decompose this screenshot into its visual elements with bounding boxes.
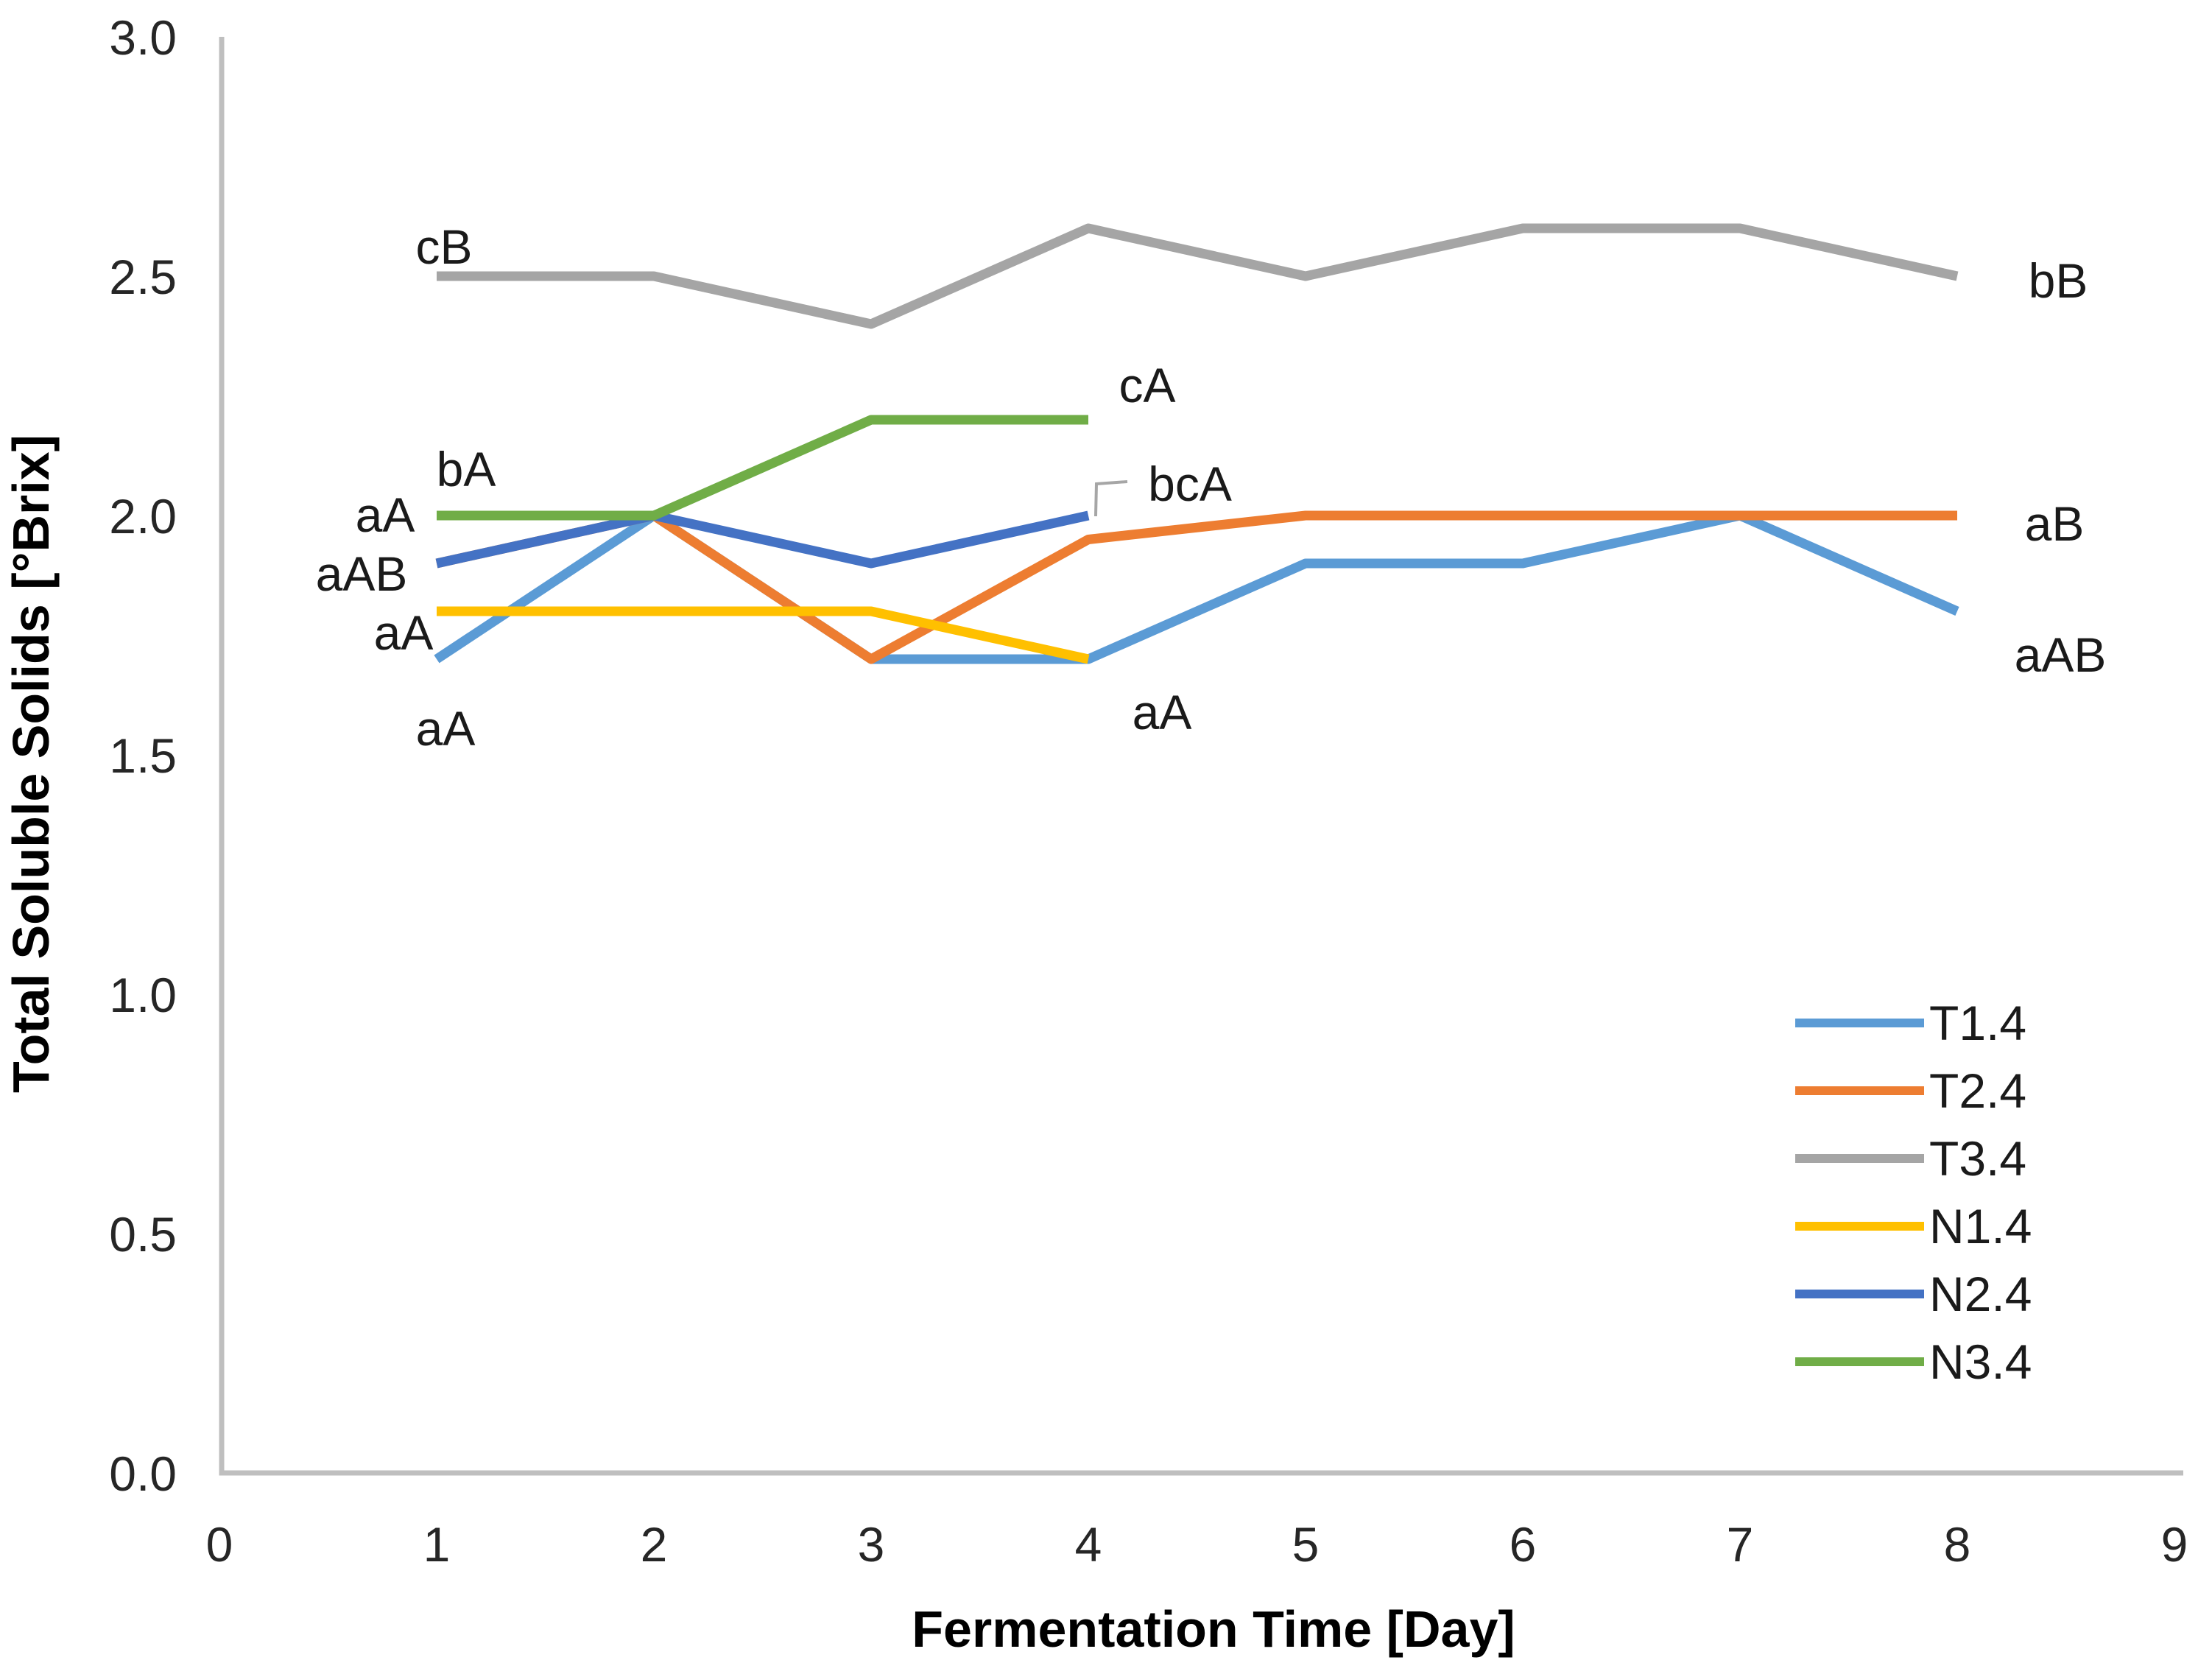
x-tick-label: 4 (1075, 1517, 1102, 1572)
series-line-T3.4 (437, 223, 1959, 329)
legend-label-N3.4: N3.4 (1929, 1334, 2032, 1389)
bcA-leader-line (1094, 480, 1128, 517)
y-axis-title: Total Soluble Solids [°Brix] (2, 435, 60, 1093)
legend-entry-N1.4: N1.4 (1795, 1199, 2032, 1253)
x-tick-label: 5 (1292, 1517, 1320, 1572)
annotation-N1.4-day1: aA (374, 605, 434, 660)
legend: T1.4 T2.4 T3.4 N1.4 N2.4 N3.4 (1795, 996, 2032, 1389)
annotation-N3.4-day1: aA (356, 488, 415, 542)
series-line-N1.4 (437, 606, 1090, 664)
legend-label-T1.4: T1.4 (1929, 996, 2026, 1050)
y-tick-label: 0.5 (109, 1207, 177, 1262)
label-leader-line (1094, 480, 1128, 517)
x-tick-label: 3 (858, 1517, 885, 1572)
annotation-N2.4-day1: aAB (316, 546, 408, 601)
x-tick-label: 2 (641, 1517, 668, 1572)
x-tick-label: 8 (1944, 1517, 1971, 1572)
series-line-N3.4 (437, 415, 1088, 521)
annotation-N3.4-day1: bA (437, 442, 496, 496)
y-axis-tick-labels: 0.0 0.5 1.0 1.5 2.0 2.5 3.0 (109, 10, 177, 1501)
x-tick-label: 7 (1727, 1517, 1754, 1572)
annotation-T1.4-day1: aA (416, 701, 476, 756)
series-line-T1.4 (434, 510, 1959, 664)
x-axis-tick-labels: 0 1 2 3 4 5 6 7 8 9 (206, 1517, 2188, 1572)
y-tick-label: 1.5 (109, 728, 177, 783)
legend-label-N2.4: N2.4 (1929, 1267, 2032, 1321)
series-line-T2.4 (435, 510, 1957, 664)
y-tick-label: 1.0 (109, 968, 177, 1022)
x-tick-label: 0 (206, 1517, 233, 1572)
legend-entry-N3.4: N3.4 (1795, 1334, 2032, 1389)
annotation-N2.4-day4: bcA (1148, 457, 1232, 511)
legend-label-T3.4: T3.4 (1929, 1131, 2026, 1186)
y-tick-label: 3.0 (109, 10, 177, 65)
x-tick-label: 1 (423, 1517, 451, 1572)
legend-entry-T2.4: T2.4 (1795, 1063, 2026, 1118)
legend-entry-T1.4: T1.4 (1795, 996, 2026, 1050)
annotation-N3.4-day4: cA (1119, 358, 1175, 412)
y-tick-label: 2.5 (109, 250, 177, 304)
annotation-T3.4-day1: cB (415, 219, 472, 274)
annotation-T2.4-day8: aB (2025, 496, 2085, 551)
series-line-N2.4 (435, 510, 1090, 569)
legend-entry-N2.4: N2.4 (1795, 1267, 2032, 1321)
annotation-N1.4-day4: aA (1133, 685, 1192, 739)
y-tick-label: 2.0 (109, 489, 177, 544)
legend-label-T2.4: T2.4 (1929, 1063, 2026, 1118)
y-tick-label: 0.0 (109, 1446, 177, 1501)
legend-entry-T3.4: T3.4 (1795, 1131, 2026, 1186)
x-axis-title: Fermentation Time [Day] (912, 1600, 1515, 1658)
legend-label-N1.4: N1.4 (1929, 1199, 2032, 1253)
x-tick-label: 9 (2161, 1517, 2188, 1572)
series-lines (434, 223, 1959, 664)
x-tick-label: 6 (1510, 1517, 1537, 1572)
axis-lines (219, 37, 2183, 1476)
annotation-T1.4-day8: aAB (2015, 627, 2107, 682)
annotation-T3.4-day8: bB (2029, 253, 2088, 308)
